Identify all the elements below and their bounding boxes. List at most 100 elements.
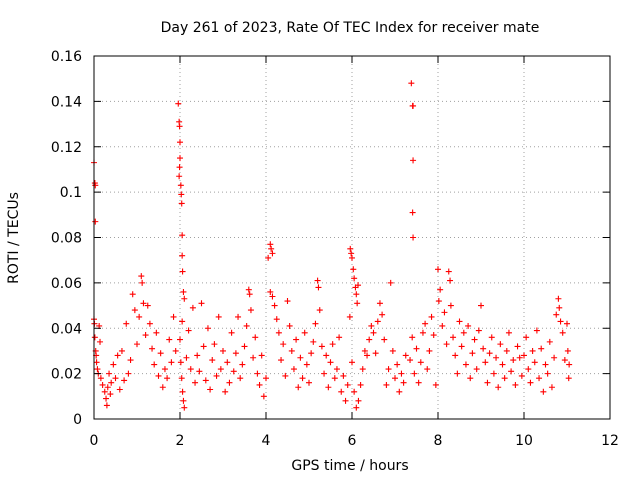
data-point [232,350,239,357]
data-point [467,375,474,382]
data-point [417,359,424,366]
data-point [544,370,551,377]
data-point [161,366,168,373]
data-point [497,341,504,348]
data-point [372,350,379,357]
data-point [269,250,276,257]
data-point [97,338,104,345]
data-point [413,345,420,352]
y-tick-label: 0.02 [51,367,82,383]
data-point [353,404,360,411]
x-axis-label: GPS time / hours [291,458,408,474]
data-point [116,386,123,393]
data-point [426,347,433,354]
data-point [108,379,115,386]
data-point [344,381,351,388]
data-point [123,320,130,327]
data-point [299,375,306,382]
data-point [185,327,192,334]
data-point [211,341,218,348]
data-point [538,345,545,352]
data-point [94,366,101,373]
data-point [450,334,457,341]
data-point [245,286,252,293]
data-point [370,329,377,336]
data-point [347,245,354,252]
data-point [478,302,484,309]
data-point [338,388,345,395]
data-point [247,307,254,314]
data-point [149,345,156,352]
data-point [493,354,500,361]
data-point [435,266,441,273]
data-point [462,361,469,368]
data-point [207,386,214,393]
data-point [258,352,265,359]
data-point [333,366,340,373]
data-point [106,370,113,377]
data-point [514,343,521,350]
data-point [565,375,572,382]
data-point [398,370,405,377]
data-point [409,334,416,341]
y-tick-label: 0.14 [51,94,82,110]
data-point [349,254,355,261]
data-point [553,311,560,318]
y-axis-label: ROTI / TECUs [6,192,22,284]
data-point [340,372,347,379]
data-point [389,347,396,354]
data-point [103,395,110,402]
data-point [284,298,291,305]
data-point [419,329,426,336]
data-point [189,304,196,311]
data-point [564,320,570,327]
data-point [325,384,332,391]
data-point [144,302,151,309]
data-point [361,347,368,354]
data-point [366,336,373,343]
data-point [250,354,257,361]
data-point [445,268,452,275]
data-point [282,372,289,379]
data-point [359,366,366,373]
data-point [357,381,364,388]
data-point [278,357,285,364]
data-point [187,366,194,373]
data-point [273,316,280,323]
data-point [275,329,282,336]
data-point [527,379,534,386]
data-point [179,232,186,239]
data-point [110,361,117,368]
data-point [118,347,125,354]
data-point [306,379,312,386]
data-point [175,100,182,107]
data-point [533,327,540,334]
data-point [168,359,175,366]
y-tick-label: 0 [73,412,82,428]
y-tick-label: 0.08 [51,231,82,247]
data-point [217,366,224,373]
data-point [172,347,179,354]
data-point [180,288,187,295]
data-point [559,329,566,336]
data-point [342,397,349,404]
data-point [456,318,463,325]
data-point [104,384,111,391]
data-point [355,282,362,289]
data-point [364,352,371,359]
data-point [312,320,319,327]
data-point [443,341,450,348]
data-point [350,266,357,273]
data-point [295,384,302,391]
data-point [376,300,383,307]
x-tick-label: 8 [434,433,443,449]
data-point [267,288,274,295]
data-point [268,245,275,252]
y-tick-label: 0.04 [51,321,82,337]
data-point [180,397,187,404]
data-point [484,379,491,386]
x-tick-label: 12 [601,433,619,449]
data-point [503,347,510,354]
data-point [93,359,100,366]
